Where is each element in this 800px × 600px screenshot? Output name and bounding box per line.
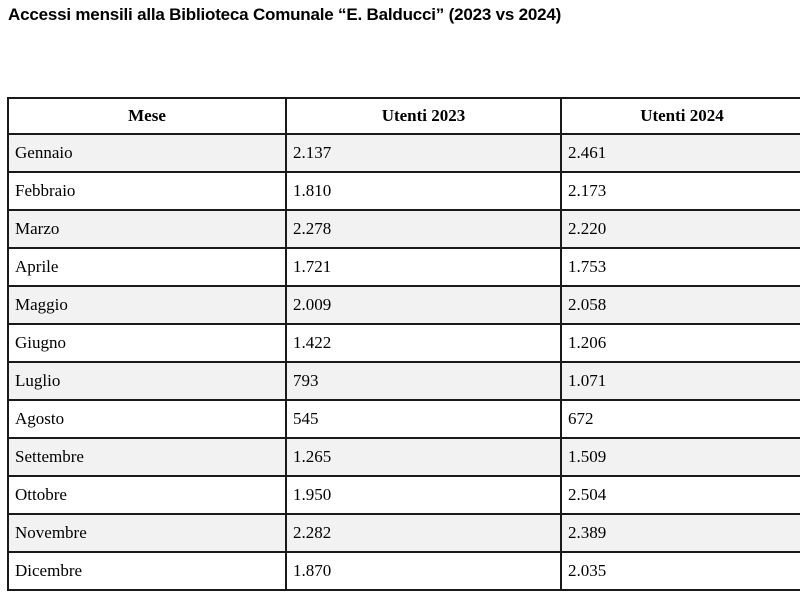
column-header-utenti-2023: Utenti 2023 <box>285 97 562 135</box>
cell-month: Settembre <box>7 437 287 477</box>
cell-utenti-2024: 1.071 <box>560 361 800 401</box>
table-row: Gennaio 2.137 2.461 <box>7 133 800 173</box>
cell-utenti-2024: 2.220 <box>560 209 800 249</box>
cell-utenti-2023: 2.009 <box>285 285 562 325</box>
cell-month: Febbraio <box>7 171 287 211</box>
cell-month: Maggio <box>7 285 287 325</box>
cell-month: Marzo <box>7 209 287 249</box>
cell-utenti-2023: 2.137 <box>285 133 562 173</box>
cell-utenti-2023: 1.721 <box>285 247 562 287</box>
cell-utenti-2024: 1.509 <box>560 437 800 477</box>
column-header-mese: Mese <box>7 97 287 135</box>
table-row: Agosto 545 672 <box>7 399 800 439</box>
cell-month: Agosto <box>7 399 287 439</box>
cell-utenti-2023: 2.282 <box>285 513 562 553</box>
cell-utenti-2024: 2.504 <box>560 475 800 515</box>
monthly-access-table: Mese Utenti 2023 Utenti 2024 Gennaio 2.13… <box>7 97 800 591</box>
cell-utenti-2024: 2.058 <box>560 285 800 325</box>
table-row: Ottobre 1.950 2.504 <box>7 475 800 515</box>
table-row: Marzo 2.278 2.220 <box>7 209 800 249</box>
table-body: Gennaio 2.137 2.461 Febbraio 1.810 2.173 Marzo… <box>7 133 800 591</box>
cell-utenti-2023: 1.422 <box>285 323 562 363</box>
cell-utenti-2024: 1.206 <box>560 323 800 363</box>
cell-month: Novembre <box>7 513 287 553</box>
cell-utenti-2024: 2.461 <box>560 133 800 173</box>
cell-month: Luglio <box>7 361 287 401</box>
cell-utenti-2024: 672 <box>560 399 800 439</box>
cell-month: Aprile <box>7 247 287 287</box>
cell-utenti-2024: 1.753 <box>560 247 800 287</box>
page-title: Accessi mensili alla Biblioteca Comunale… <box>8 5 562 24</box>
cell-month: Gennaio <box>7 133 287 173</box>
table-row: Dicembre 1.870 2.035 <box>7 551 800 591</box>
table-row: Febbraio 1.810 2.173 <box>7 171 800 211</box>
table-row: Giugno 1.422 1.206 <box>7 323 800 363</box>
table-row: Novembre 2.282 2.389 <box>7 513 800 553</box>
cell-utenti-2023: 1.810 <box>285 171 562 211</box>
cell-utenti-2023: 793 <box>285 361 562 401</box>
cell-utenti-2024: 2.173 <box>560 171 800 211</box>
table-row: Aprile 1.721 1.753 <box>7 247 800 287</box>
cell-utenti-2023: 1.950 <box>285 475 562 515</box>
cell-utenti-2023: 545 <box>285 399 562 439</box>
cell-utenti-2023: 1.870 <box>285 551 562 591</box>
table-header-row: Mese Utenti 2023 Utenti 2024 <box>7 97 800 135</box>
table-row: Settembre 1.265 1.509 <box>7 437 800 477</box>
column-header-utenti-2024: Utenti 2024 <box>560 97 800 135</box>
table-row: Luglio 793 1.071 <box>7 361 800 401</box>
cell-month: Dicembre <box>7 551 287 591</box>
table-header: Mese Utenti 2023 Utenti 2024 <box>7 97 800 135</box>
cell-utenti-2023: 2.278 <box>285 209 562 249</box>
cell-month: Giugno <box>7 323 287 363</box>
cell-utenti-2023: 1.265 <box>285 437 562 477</box>
cell-month: Ottobre <box>7 475 287 515</box>
table-row: Maggio 2.009 2.058 <box>7 285 800 325</box>
cell-utenti-2024: 2.035 <box>560 551 800 591</box>
cell-utenti-2024: 2.389 <box>560 513 800 553</box>
